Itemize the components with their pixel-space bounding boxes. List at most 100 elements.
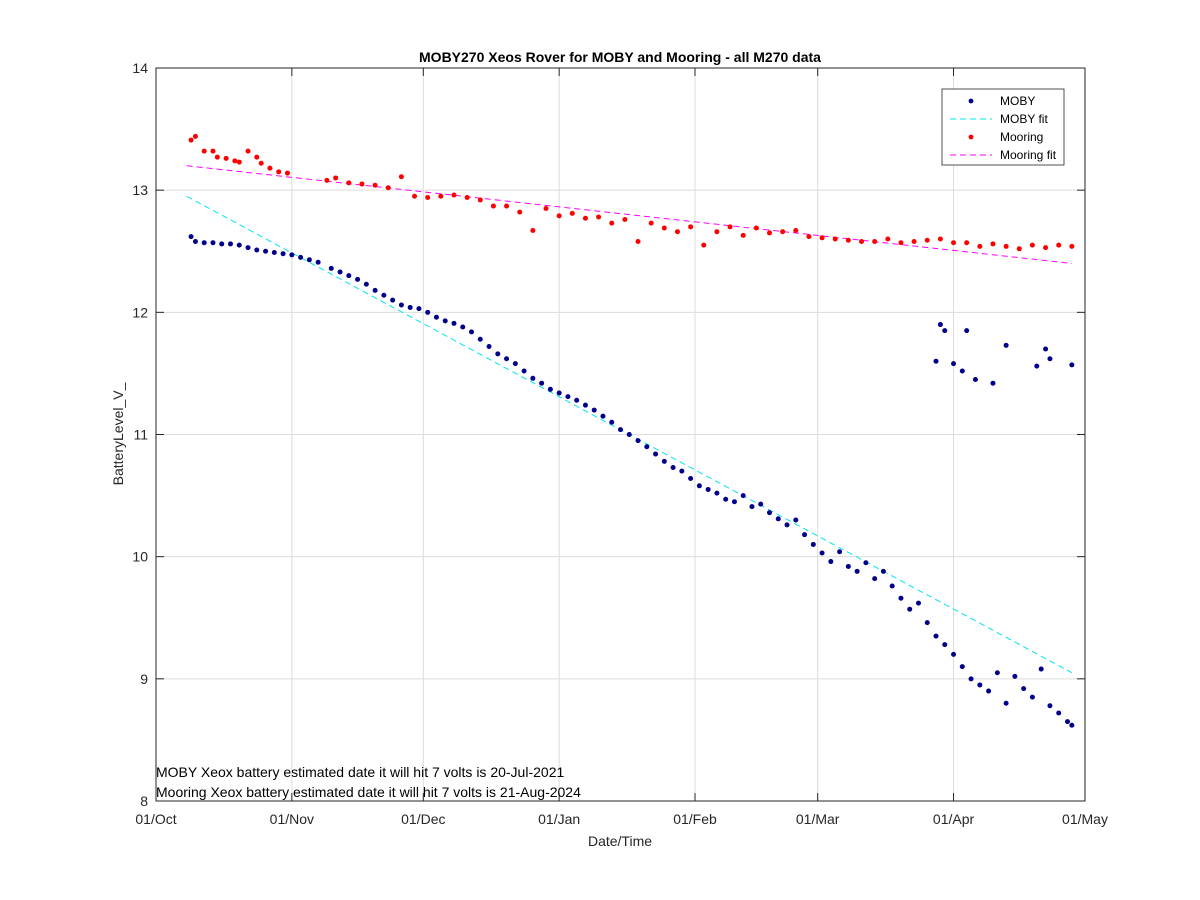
moby-point bbox=[889, 583, 895, 589]
x-tick-label: 01/Nov bbox=[270, 811, 314, 827]
moby-point bbox=[210, 240, 216, 246]
moby-point bbox=[959, 368, 965, 374]
mooring-point bbox=[977, 243, 983, 249]
moby-point bbox=[547, 386, 553, 392]
moby-point bbox=[740, 493, 746, 499]
moby-point bbox=[964, 328, 970, 334]
mooring-point bbox=[937, 236, 943, 242]
mooring-point bbox=[859, 238, 865, 244]
moby-point bbox=[416, 306, 422, 312]
mooring-point bbox=[284, 170, 290, 176]
mooring-point bbox=[1029, 242, 1035, 248]
moby-point bbox=[661, 458, 667, 464]
moby-point bbox=[407, 304, 413, 310]
moby-point bbox=[512, 361, 518, 367]
moby-point bbox=[486, 344, 492, 350]
chart-title: MOBY270 Xeos Rover for MOBY and Mooring … bbox=[419, 49, 821, 65]
moby-point bbox=[977, 682, 983, 688]
mooring-point bbox=[819, 235, 825, 241]
mooring-point bbox=[543, 205, 549, 211]
moby-point bbox=[219, 241, 225, 247]
moby-point bbox=[972, 377, 978, 383]
moby-point bbox=[337, 269, 343, 275]
mooring-point bbox=[192, 133, 198, 139]
moby-point bbox=[591, 407, 597, 413]
mooring-point bbox=[464, 194, 470, 200]
mooring-point bbox=[425, 194, 431, 200]
mooring-point bbox=[766, 230, 772, 236]
mooring-point bbox=[1043, 245, 1049, 251]
mooring-point bbox=[210, 148, 216, 154]
moby-point bbox=[828, 559, 834, 565]
mooring-point bbox=[232, 158, 238, 164]
moby-point bbox=[705, 486, 711, 492]
moby-point bbox=[749, 504, 755, 510]
mooring-point bbox=[385, 185, 391, 191]
y-tick-label: 12 bbox=[132, 304, 148, 320]
moby-point bbox=[346, 273, 352, 279]
moby-point bbox=[381, 292, 387, 298]
mooring-point bbox=[517, 209, 523, 215]
legend-mooring-label: Mooring bbox=[1000, 130, 1043, 144]
x-tick-label: 01/Oct bbox=[135, 811, 176, 827]
mooring-point bbox=[1056, 242, 1062, 248]
moby-point bbox=[723, 496, 729, 502]
mooring-estimate-annotation: Mooring Xeox battery estimated date it w… bbox=[156, 784, 581, 800]
moby-point bbox=[280, 251, 286, 257]
x-tick-labels: 01/Oct 01/Nov 01/Dec 01/Jan 01/Feb 01/Mar 01/A… bbox=[135, 811, 1108, 827]
mooring-point bbox=[898, 240, 904, 246]
moby-point bbox=[688, 475, 694, 481]
moby-point bbox=[933, 633, 939, 639]
mooring-point bbox=[845, 237, 851, 243]
mooring-point bbox=[911, 238, 917, 244]
x-tick-label: 01/Dec bbox=[401, 811, 445, 827]
moby-point bbox=[819, 550, 825, 556]
moby-point bbox=[933, 358, 939, 364]
mooring-point bbox=[622, 216, 628, 222]
mooring-point bbox=[674, 229, 680, 235]
moby-point bbox=[254, 247, 260, 253]
moby-point bbox=[201, 240, 207, 246]
moby-point bbox=[1069, 362, 1075, 368]
moby-point bbox=[758, 501, 764, 507]
moby-point bbox=[766, 510, 772, 516]
mooring-point bbox=[714, 229, 720, 235]
moby-point bbox=[1003, 700, 1009, 706]
x-axis-label: Date/Time bbox=[588, 833, 652, 849]
mooring-point bbox=[490, 203, 496, 209]
axis-ticks bbox=[155, 67, 1086, 802]
moby-point bbox=[937, 322, 943, 328]
mooring-point bbox=[793, 227, 799, 233]
mooring-point bbox=[924, 237, 930, 243]
moby-point bbox=[477, 336, 483, 342]
y-tick-label: 11 bbox=[133, 427, 148, 443]
moby-point bbox=[556, 390, 562, 396]
moby-point bbox=[188, 234, 194, 240]
mooring-point bbox=[596, 214, 602, 220]
data-points bbox=[188, 133, 1075, 728]
y-tick-label: 10 bbox=[132, 549, 148, 565]
y-tick-label: 9 bbox=[140, 671, 148, 687]
moby-point bbox=[306, 257, 312, 263]
moby-point bbox=[653, 451, 659, 457]
mooring-point bbox=[412, 193, 418, 199]
mooring-point bbox=[254, 154, 260, 160]
mooring-point bbox=[346, 180, 352, 186]
moby-point bbox=[714, 490, 720, 496]
legend: MOBY MOBY fit Mooring Mooring fit bbox=[941, 88, 1065, 166]
moby-point bbox=[227, 241, 233, 247]
mooring-point bbox=[214, 154, 220, 160]
moby-point bbox=[398, 302, 404, 308]
moby-point bbox=[696, 483, 702, 489]
moby-point bbox=[1064, 719, 1070, 725]
moby-point bbox=[942, 642, 948, 648]
moby-point bbox=[670, 464, 676, 470]
moby-point bbox=[539, 380, 545, 386]
moby-point bbox=[793, 517, 799, 523]
mooring-point bbox=[504, 203, 510, 209]
mooring-point bbox=[688, 224, 694, 230]
mooring-point bbox=[780, 229, 786, 235]
mooring-point bbox=[556, 213, 562, 219]
moby-point bbox=[863, 560, 869, 566]
